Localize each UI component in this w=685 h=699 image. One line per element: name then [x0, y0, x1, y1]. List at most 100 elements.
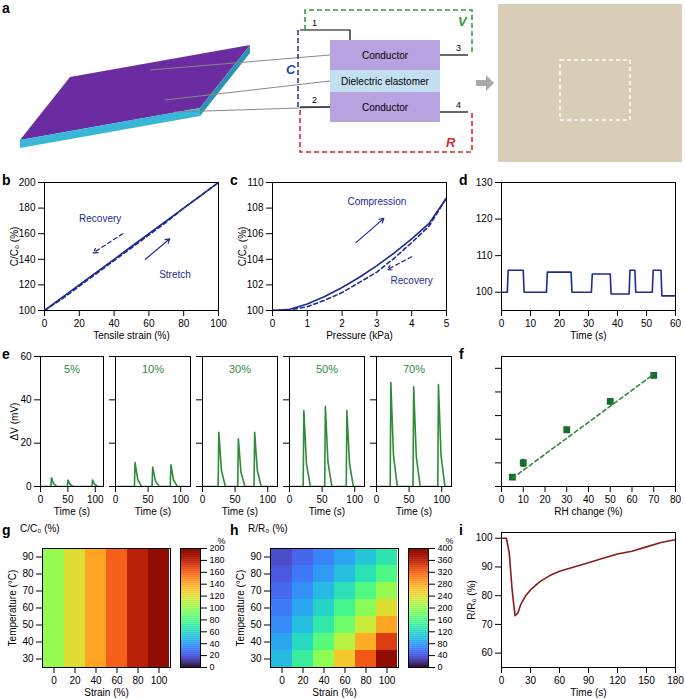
svg-text:30: 30	[561, 494, 573, 505]
svg-text:60: 60	[481, 647, 493, 658]
svg-text:60: 60	[111, 675, 123, 686]
svg-text:110: 110	[248, 177, 264, 188]
svg-text:20: 20	[74, 318, 86, 329]
svg-text:40: 40	[250, 636, 262, 647]
svg-text:20: 20	[20, 437, 32, 448]
svg-text:40: 40	[20, 394, 32, 405]
svg-text:80: 80	[481, 590, 493, 601]
svg-text:100: 100	[210, 603, 225, 613]
svg-text:Time (s): Time (s)	[54, 506, 90, 517]
svg-text:70: 70	[481, 619, 493, 630]
svg-text:40: 40	[583, 494, 595, 505]
svg-text:20: 20	[69, 675, 81, 686]
svg-text:140: 140	[19, 254, 36, 265]
svg-text:90: 90	[583, 675, 595, 686]
svg-text:1: 1	[312, 18, 317, 28]
svg-text:3: 3	[456, 43, 461, 53]
svg-text:60: 60	[554, 675, 566, 686]
svg-text:%: %	[445, 536, 453, 546]
svg-text:106: 106	[247, 228, 264, 239]
svg-text:Temperature (°C): Temperature (°C)	[235, 570, 246, 647]
svg-text:60: 60	[210, 627, 220, 637]
svg-text:80: 80	[438, 639, 448, 649]
svg-text:Conductor: Conductor	[362, 50, 409, 61]
svg-text:50%: 50%	[316, 363, 338, 375]
svg-text:4: 4	[409, 318, 415, 329]
svg-text:Time (s): Time (s)	[570, 330, 606, 341]
svg-text:Time (s): Time (s)	[396, 506, 432, 517]
svg-text:Dielectric elastomer: Dielectric elastomer	[341, 76, 429, 87]
svg-text:3: 3	[374, 318, 380, 329]
svg-text:60: 60	[20, 351, 32, 362]
svg-text:80: 80	[210, 615, 220, 625]
svg-text:108: 108	[247, 202, 264, 213]
svg-text:40: 40	[90, 675, 102, 686]
svg-text:180: 180	[19, 202, 36, 213]
svg-text:90: 90	[250, 551, 262, 562]
svg-text:70: 70	[22, 585, 34, 596]
svg-text:40: 40	[109, 318, 121, 329]
svg-text:ΔV (mV): ΔV (mV)	[9, 403, 20, 441]
svg-text:0: 0	[26, 481, 32, 492]
svg-text:40: 40	[318, 675, 330, 686]
svg-text:240: 240	[438, 591, 453, 601]
svg-text:10%: 10%	[142, 363, 164, 375]
svg-text:160: 160	[19, 228, 36, 239]
svg-text:30: 30	[250, 653, 262, 664]
svg-text:120: 120	[438, 627, 453, 637]
svg-text:0: 0	[499, 318, 505, 329]
svg-text:140: 140	[210, 579, 225, 589]
svg-text:360: 360	[438, 555, 453, 565]
svg-text:100: 100	[346, 494, 363, 505]
svg-text:100: 100	[247, 305, 264, 316]
svg-text:0: 0	[374, 494, 380, 505]
svg-text:40: 40	[22, 636, 34, 647]
svg-text:Time (s): Time (s)	[309, 506, 345, 517]
svg-text:0: 0	[499, 675, 505, 686]
svg-text:320: 320	[438, 567, 453, 577]
svg-text:120: 120	[210, 591, 225, 601]
svg-text:0: 0	[438, 662, 443, 672]
svg-text:100: 100	[259, 494, 276, 505]
svg-text:30: 30	[583, 318, 595, 329]
svg-text:120: 120	[609, 675, 626, 686]
svg-text:40: 40	[612, 318, 624, 329]
svg-text:180: 180	[210, 555, 225, 565]
svg-text:0: 0	[38, 494, 44, 505]
svg-text:5: 5	[444, 318, 450, 329]
svg-text:Time (s): Time (s)	[570, 687, 606, 698]
svg-text:90: 90	[22, 551, 34, 562]
svg-text:30%: 30%	[229, 363, 251, 375]
svg-text:100: 100	[433, 494, 450, 505]
svg-text:1: 1	[305, 318, 311, 329]
svg-text:20: 20	[210, 650, 220, 660]
svg-text:50: 50	[143, 494, 155, 505]
svg-text:104: 104	[247, 254, 264, 265]
svg-text:60: 60	[143, 318, 155, 329]
svg-text:40: 40	[438, 650, 448, 660]
svg-text:180: 180	[667, 675, 684, 686]
svg-text:110: 110	[477, 250, 493, 261]
svg-text:C/C₀ (%): C/C₀ (%)	[9, 227, 20, 267]
svg-text:80: 80	[670, 494, 682, 505]
svg-text:%: %	[217, 536, 225, 546]
svg-text:80: 80	[360, 675, 372, 686]
svg-text:Recovery: Recovery	[79, 213, 121, 224]
svg-text:100: 100	[172, 494, 189, 505]
svg-text:V: V	[458, 14, 468, 29]
svg-text:120: 120	[19, 279, 36, 290]
svg-text:120: 120	[476, 213, 493, 224]
svg-text:2: 2	[339, 318, 345, 329]
svg-text:0: 0	[499, 494, 505, 505]
svg-text:80: 80	[250, 568, 262, 579]
svg-text:Stretch: Stretch	[159, 269, 191, 280]
svg-text:Compression: Compression	[347, 196, 406, 207]
svg-text:60: 60	[339, 675, 351, 686]
svg-text:20: 20	[539, 494, 551, 505]
svg-text:2: 2	[312, 95, 317, 105]
svg-text:Time (s): Time (s)	[135, 506, 171, 517]
svg-text:R: R	[446, 135, 456, 150]
svg-text:200: 200	[19, 177, 36, 188]
svg-text:100: 100	[379, 675, 396, 686]
svg-text:60: 60	[670, 318, 682, 329]
